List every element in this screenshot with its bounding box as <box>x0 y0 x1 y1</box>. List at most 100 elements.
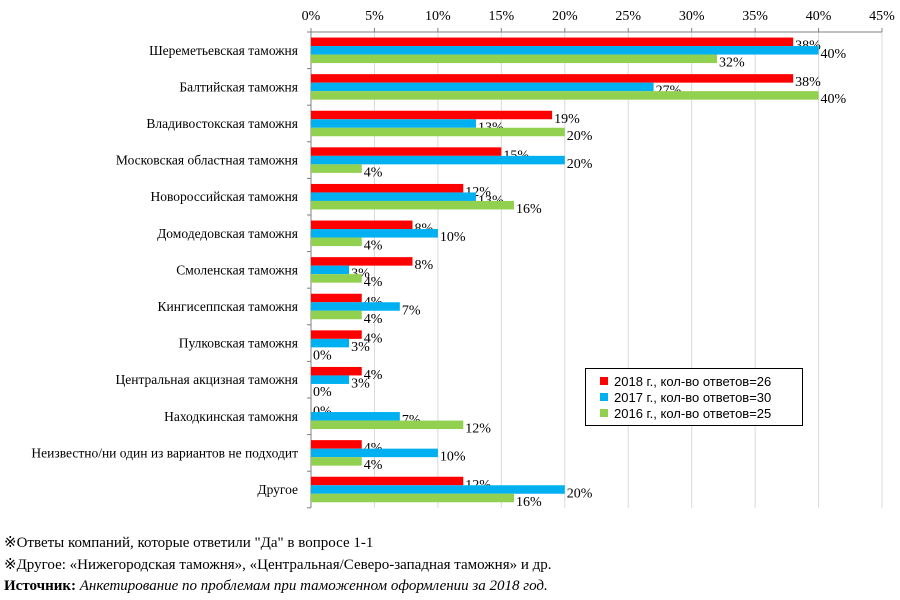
bar <box>311 338 350 348</box>
category-label: Другое <box>257 482 298 497</box>
category-label: Пулковская таможня <box>179 336 298 351</box>
legend-item-2018: 2018 г., кол-во ответов=26 <box>600 373 802 389</box>
category-label: Новороссийская таможня <box>151 189 299 204</box>
bar <box>311 330 362 339</box>
note-line-2: ※Другое: «Нижегородская таможня», «Центр… <box>4 556 552 573</box>
bar <box>311 375 350 384</box>
source-text: Анкетирование по проблемам при таможенно… <box>79 578 548 594</box>
bar <box>311 74 794 83</box>
chart-legend: 2018 г., кол-во ответов=26 2017 г., кол-… <box>585 368 803 426</box>
bar <box>311 164 362 173</box>
bar <box>311 237 362 247</box>
x-tick-label: 45% <box>869 9 895 24</box>
bar <box>311 412 400 421</box>
legend-swatch-2017 <box>600 393 608 401</box>
x-tick-label: 20% <box>552 9 578 24</box>
data-label: 4% <box>364 239 383 254</box>
bar <box>311 147 502 156</box>
x-tick-label: 35% <box>742 9 768 24</box>
bar <box>311 110 553 120</box>
data-label: 4% <box>364 368 383 383</box>
category-label: Балтийская таможня <box>179 79 298 94</box>
bar <box>311 485 565 494</box>
bar <box>311 448 438 458</box>
x-tick-label: 25% <box>615 9 641 24</box>
legend-label-2017: 2017 г., кол-во ответов=30 <box>614 389 772 405</box>
data-label: 3% <box>351 340 370 355</box>
data-label: 12% <box>465 422 491 437</box>
data-label: 4% <box>364 312 383 327</box>
x-tick-label: 10% <box>425 9 451 24</box>
data-label: 40% <box>821 47 847 62</box>
bar <box>311 366 362 376</box>
category-label: Кингисеппская таможня <box>157 299 298 314</box>
legend-swatch-2018 <box>600 377 608 385</box>
data-label: 40% <box>821 92 847 107</box>
data-label: 32% <box>719 56 745 71</box>
category-label: Центральная акцизная таможня <box>116 372 299 387</box>
chart-notes: ※Ответы компаний, которые ответили "Да" … <box>4 533 894 598</box>
bar <box>311 265 350 275</box>
data-label: 4% <box>364 275 383 290</box>
bar <box>311 192 476 201</box>
data-label: 3% <box>351 376 370 391</box>
x-tick-label: 30% <box>679 9 705 24</box>
data-label: 16% <box>516 202 542 217</box>
data-label: 4% <box>364 458 383 473</box>
bar <box>311 127 565 137</box>
bar <box>311 54 718 64</box>
bar <box>311 476 464 486</box>
x-tick-label: 5% <box>365 9 384 24</box>
legend-label-2018: 2018 г., кол-во ответов=26 <box>614 373 772 389</box>
category-label: Находкинская таможня <box>164 409 298 424</box>
bar <box>311 119 476 128</box>
legend-swatch-2016 <box>600 409 608 417</box>
legend-item-2016: 2016 г., кол-во ответов=25 <box>600 405 802 421</box>
bar <box>311 229 438 238</box>
bar <box>311 302 400 311</box>
bar <box>311 82 654 92</box>
bar <box>311 493 515 503</box>
category-label: Московская областная таможня <box>116 153 298 168</box>
data-label: 4% <box>364 331 383 346</box>
x-tick-label: 0% <box>302 9 321 24</box>
bar <box>311 274 362 283</box>
bar <box>311 37 794 47</box>
data-label: 7% <box>402 303 421 318</box>
bar <box>311 257 413 266</box>
data-label: 4% <box>364 165 383 180</box>
data-label: 0% <box>313 348 332 363</box>
data-label: 38% <box>795 75 821 90</box>
bar <box>311 293 362 303</box>
bar <box>311 91 819 100</box>
data-label: 20% <box>567 486 593 501</box>
category-label: Смоленская таможня <box>176 262 298 277</box>
data-label: 10% <box>440 230 466 245</box>
x-tick-label: 15% <box>488 9 514 24</box>
data-label: 20% <box>567 157 593 172</box>
data-label: 10% <box>440 450 466 465</box>
data-label: 19% <box>554 112 580 127</box>
source-label: Источник: <box>4 578 76 594</box>
data-label: 8% <box>415 258 434 273</box>
bar <box>311 155 565 165</box>
data-label: 20% <box>567 129 593 144</box>
source-line: Источник: Анкетирование по проблемам при… <box>4 576 894 598</box>
data-label: 16% <box>516 495 542 510</box>
category-label: Неизвестно/ни один из вариантов не подхо… <box>31 445 298 460</box>
bar <box>311 310 362 320</box>
bar <box>311 440 362 449</box>
bar-chart: 0% 5% 10% 15% 20% 25% 30% 35% 40% 45% Шереметьевск… <box>31 9 895 510</box>
bar <box>311 220 413 230</box>
data-label: 0% <box>313 385 332 400</box>
legend-item-2017: 2017 г., кол-во ответов=30 <box>600 389 802 405</box>
bar <box>311 46 819 55</box>
note-line-1: ※Ответы компаний, которые ответили "Да" … <box>4 535 374 551</box>
category-label: Владивостокская таможня <box>146 116 298 131</box>
category-label: Шереметьевская таможня <box>149 43 298 58</box>
legend-label-2016: 2016 г., кол-во ответов=25 <box>614 405 772 421</box>
bar <box>311 457 362 466</box>
bar <box>311 183 464 193</box>
bar <box>311 200 515 210</box>
category-label: Домодедовская таможня <box>157 226 298 241</box>
